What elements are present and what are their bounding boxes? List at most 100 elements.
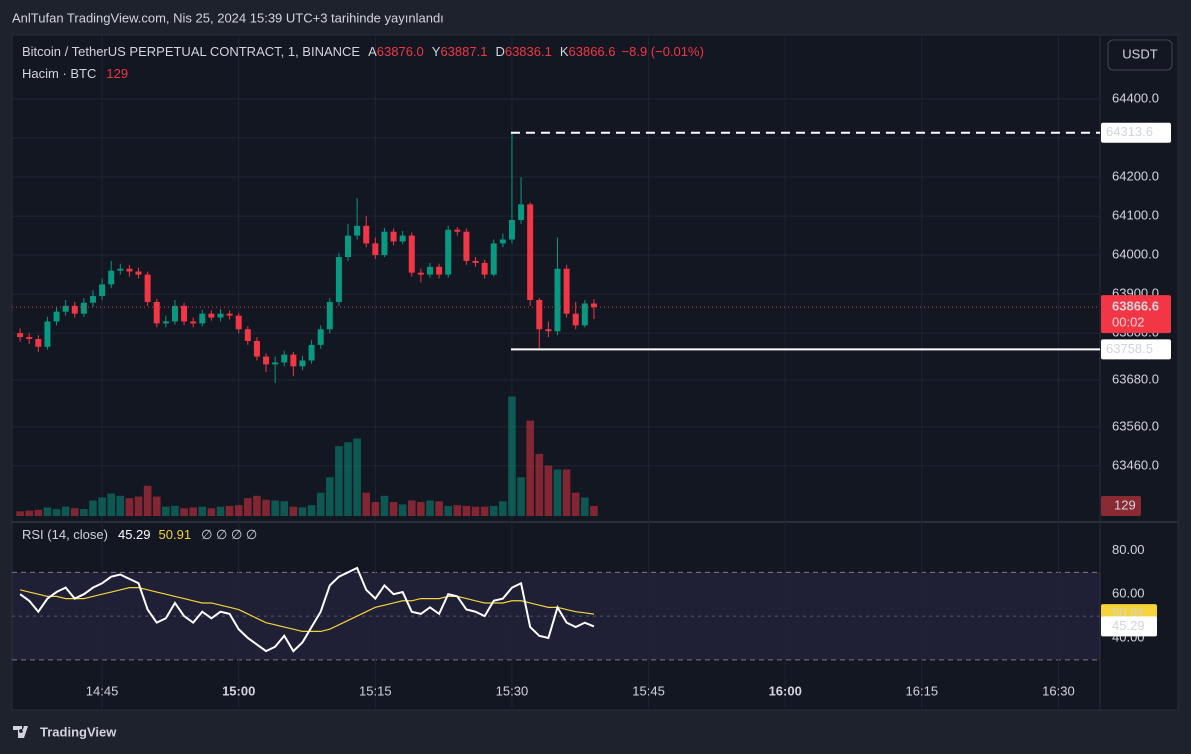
candle-body bbox=[35, 339, 42, 347]
volume-bar bbox=[116, 495, 125, 516]
y-tick-label: 63560.0 bbox=[1112, 418, 1159, 433]
volume-bar bbox=[335, 446, 343, 516]
candle-body bbox=[144, 274, 151, 302]
candle-body bbox=[44, 321, 51, 347]
volume-bar bbox=[526, 420, 534, 516]
candle-body bbox=[171, 305, 178, 322]
volume-bar bbox=[562, 469, 571, 516]
volume-bar bbox=[325, 477, 334, 516]
currency[interactable]: USDT bbox=[1122, 46, 1157, 61]
candle-body bbox=[399, 235, 406, 242]
y-tick-label: 63680.0 bbox=[1112, 371, 1159, 386]
volume-bar bbox=[52, 509, 61, 516]
volume-bar bbox=[225, 505, 234, 516]
x-tick-label: 16:15 bbox=[906, 683, 939, 698]
candle-body bbox=[71, 305, 78, 314]
volume-bar bbox=[426, 500, 434, 516]
candle-body bbox=[217, 313, 224, 318]
volume-bar bbox=[189, 507, 197, 516]
legend-item: D bbox=[495, 44, 504, 59]
candle-body bbox=[53, 311, 60, 322]
candle-body bbox=[545, 329, 552, 332]
candle-body bbox=[290, 354, 297, 367]
candle-body bbox=[89, 296, 96, 303]
volume-label-box bbox=[1101, 495, 1141, 516]
countdown: 00:02 bbox=[1112, 315, 1145, 330]
candle-body bbox=[190, 321, 197, 324]
volume-bar bbox=[80, 509, 88, 516]
volume-bar bbox=[107, 493, 115, 516]
volume-bar bbox=[517, 477, 525, 516]
candle-body bbox=[99, 284, 106, 297]
volume-bar bbox=[244, 498, 252, 516]
candle-body bbox=[299, 360, 306, 367]
candle-body bbox=[499, 239, 506, 244]
volume-bar bbox=[216, 506, 225, 516]
volume-label: 129 bbox=[1114, 497, 1136, 512]
y-tick-label: 63460.0 bbox=[1112, 457, 1159, 472]
candle-body bbox=[80, 302, 87, 314]
candle-body bbox=[363, 225, 370, 244]
volume-bar bbox=[417, 502, 425, 516]
logo-icon bbox=[13, 726, 28, 738]
candle-body bbox=[281, 354, 288, 363]
candle-body bbox=[26, 337, 33, 340]
candle-body bbox=[235, 315, 242, 330]
legend-item: 129 bbox=[106, 66, 128, 81]
candle-body bbox=[135, 271, 142, 275]
candle-body bbox=[463, 231, 470, 261]
watermark: AnlTufan TradingView.com, Nis 25, 2024 1… bbox=[12, 10, 444, 25]
volume-bar bbox=[271, 500, 279, 516]
volume-bar bbox=[571, 492, 580, 516]
x-tick-label: 16:30 bbox=[1042, 683, 1075, 698]
volume-bar bbox=[98, 497, 106, 516]
chart-panel bbox=[11, 34, 1179, 711]
volume-bar bbox=[581, 497, 589, 516]
candle-body bbox=[117, 268, 124, 271]
candle-body bbox=[417, 272, 424, 275]
y-tick-label: 64000.0 bbox=[1112, 247, 1159, 262]
rsi-ma-line bbox=[19, 587, 595, 633]
volume-bar bbox=[125, 498, 134, 516]
legend-item: 63836.1 bbox=[505, 44, 552, 59]
candle-body bbox=[372, 243, 379, 256]
candle-body bbox=[244, 329, 251, 341]
volume-bar bbox=[453, 505, 462, 516]
candle-body bbox=[263, 356, 270, 365]
currency-button[interactable] bbox=[1107, 39, 1173, 71]
x-tick-label: 14:45 bbox=[86, 683, 119, 698]
y-tick-label: 64400.0 bbox=[1112, 90, 1159, 105]
y-tick-label: 64200.0 bbox=[1112, 168, 1159, 183]
price-label: 63758.5 bbox=[1106, 341, 1153, 356]
candle-body bbox=[436, 266, 443, 275]
candle-body bbox=[108, 270, 115, 285]
candle-body bbox=[554, 268, 561, 332]
volume-bar bbox=[289, 506, 298, 516]
legend-item: 63887.1 bbox=[440, 44, 487, 59]
volume-bar bbox=[499, 501, 507, 516]
candle-body bbox=[354, 225, 361, 236]
candle-body bbox=[335, 257, 342, 302]
rsi-band bbox=[12, 572, 1100, 660]
candle-body bbox=[199, 313, 206, 324]
volume-bar bbox=[435, 501, 443, 516]
candle-body bbox=[326, 301, 333, 330]
volume-bar bbox=[344, 442, 352, 516]
volume-bar bbox=[471, 506, 480, 516]
volume-bar bbox=[371, 502, 380, 516]
legend-item: Y bbox=[432, 44, 441, 59]
volume-bar bbox=[389, 502, 398, 516]
volume-bar bbox=[61, 506, 70, 516]
volume-bar bbox=[590, 505, 598, 516]
volume-bar bbox=[198, 506, 207, 516]
logo-text: TradingView bbox=[40, 724, 117, 739]
rsi-tick-label: 60.00 bbox=[1112, 586, 1145, 601]
legend-row: Bitcoin / TetherUS PERPETUAL CONTRACT, 1… bbox=[22, 44, 704, 59]
candle-body bbox=[563, 268, 570, 314]
candle-body bbox=[226, 313, 233, 316]
legend-item: K bbox=[560, 44, 569, 59]
volume-bar bbox=[398, 504, 407, 516]
volume-bar bbox=[535, 453, 544, 516]
price-label: 64313.6 bbox=[1106, 124, 1153, 139]
